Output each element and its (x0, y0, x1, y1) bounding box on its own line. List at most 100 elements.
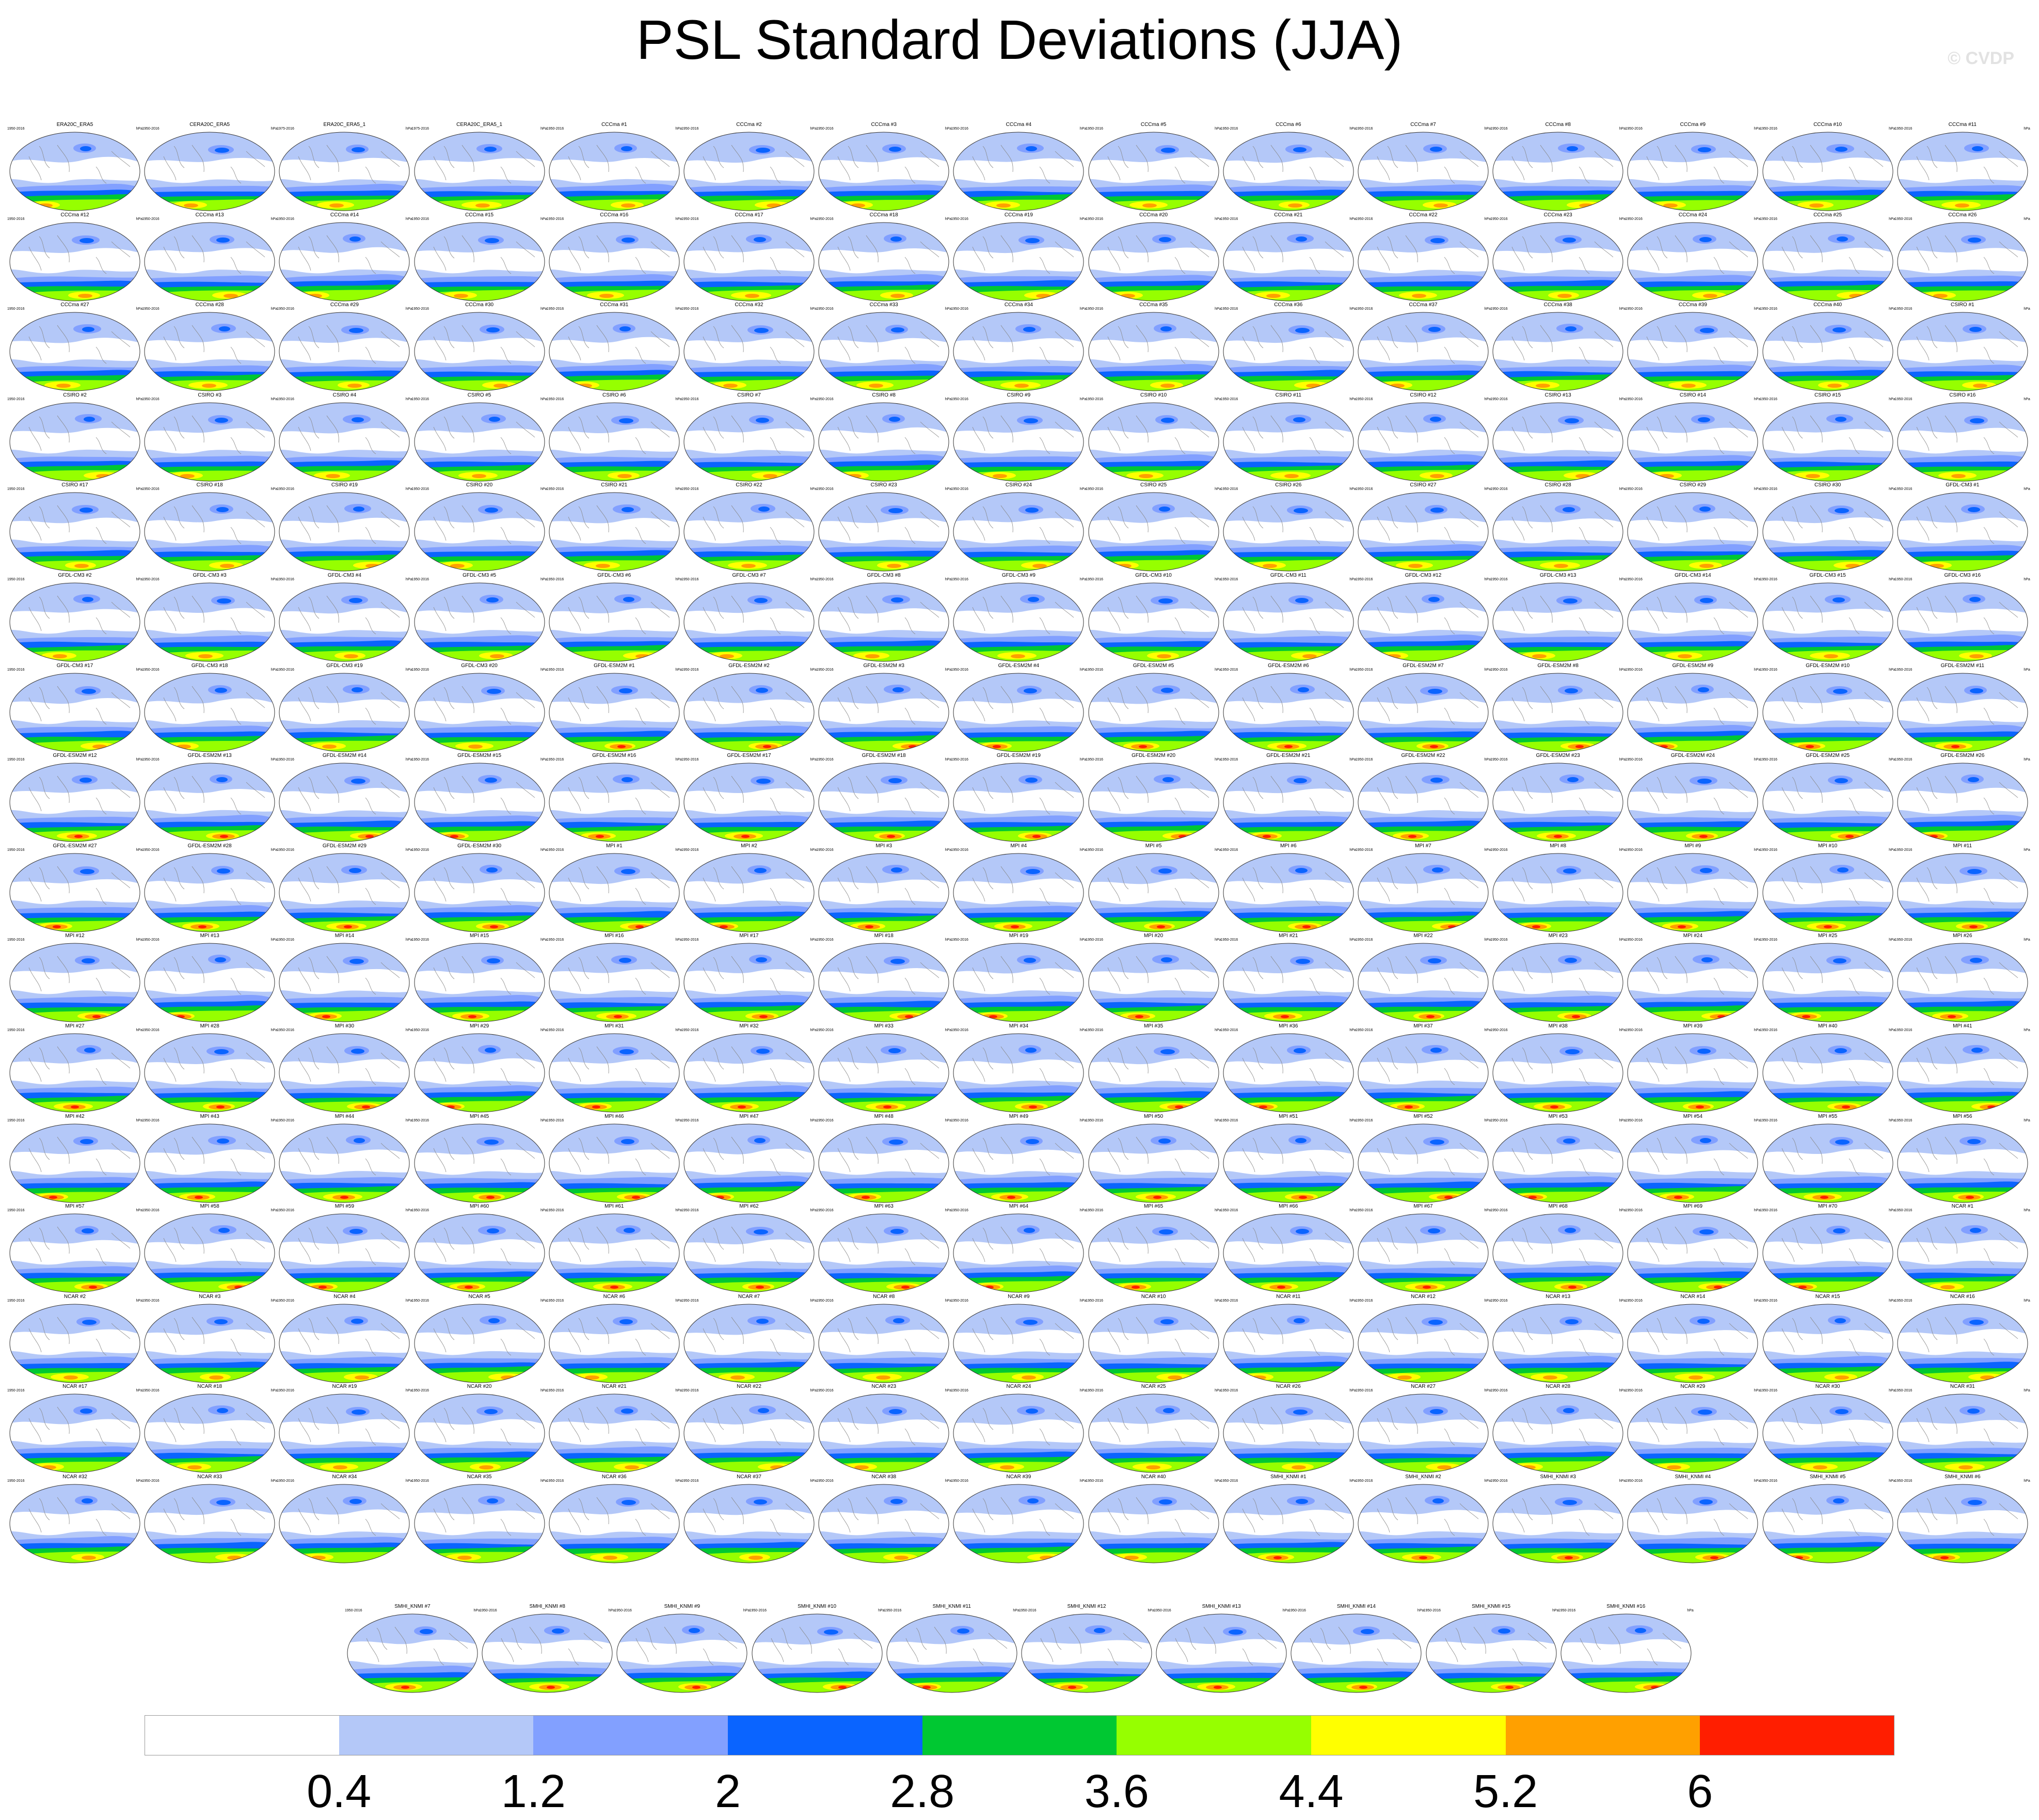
map-plot (1897, 1213, 2028, 1293)
panel-title: SMHI_KNMI #16 (1606, 1604, 1646, 1609)
psl-band-2-2.8-north (1293, 147, 1307, 152)
map-panel: CCCma #39 1950-2016 hPa (1625, 302, 1760, 393)
psl-band-2-2.8-north (486, 688, 501, 694)
psl-band-below-0.4 (1223, 248, 1353, 273)
map-plot (1762, 1394, 1893, 1473)
psl-band-3.6-4.4 (1897, 1552, 2028, 1563)
map-plot (144, 1394, 275, 1473)
panel-units: hPa (1349, 217, 1356, 221)
psl-band-2-2.8-north (1967, 868, 1982, 874)
map-panel: GFDL-ESM2M #22 1950-2016 hPa (1356, 753, 1491, 844)
psl-band-3.6-4.4 (1358, 650, 1488, 661)
panel-years: 1950-2016 (1625, 578, 1643, 581)
psl-band-above-6 (464, 1286, 473, 1289)
map-panel: NCAR #26 1950-2016 hPa (1221, 1384, 1356, 1475)
psl-band-2-2.8-north (351, 779, 366, 784)
map-plot (683, 1484, 815, 1563)
panel-years: 1950-2016 (1490, 217, 1508, 221)
panel-units: hPa (810, 397, 817, 401)
map-panel: GFDL-CM3 #17 1950-2016 hPa (7, 663, 142, 754)
map-panel: NCAR #40 1950-2016 hPa (1086, 1474, 1221, 1565)
psl-band-3.6-4.4 (279, 1281, 410, 1293)
panel-title: MPI #47 (739, 1113, 759, 1119)
map-panel: CCCma #18 1950-2016 hPa (816, 212, 951, 303)
map-plot (953, 1033, 1084, 1113)
panel-years: 1950-2016 (1220, 1118, 1238, 1122)
panel-years: 1950-2016 (277, 1209, 294, 1213)
coastline (28, 415, 70, 451)
map-outline (1627, 673, 1758, 752)
map-plot (279, 853, 410, 932)
psl-band-3.6-4.4 (1426, 1681, 1556, 1692)
psl-band-below-0.4 (145, 608, 275, 634)
map-plot (1897, 1033, 2028, 1113)
map-panel: MPI #24 1950-2016 hPa (1625, 933, 1760, 1024)
panel-years: 1950-2016 (681, 217, 699, 221)
map-panel: NCAR #10 1950-2016 hPa (1086, 1294, 1221, 1385)
psl-band-2-2.8-north (1428, 597, 1440, 602)
map-panel: MPI #45 1950-2016 hPa (412, 1114, 547, 1205)
panel-title: MPI #69 (1683, 1204, 1703, 1210)
psl-band-2-2.8-north (621, 1500, 636, 1505)
psl-band-below-0.4 (414, 609, 545, 634)
map-panel: MPI #57 1950-2016 hPa (7, 1204, 142, 1294)
psl-band-3.6-4.4 (1897, 380, 2028, 391)
psl-band-2-2.8-north (80, 146, 91, 151)
map-plot (1088, 402, 1219, 482)
map-outline (549, 582, 680, 662)
psl-band-above-6 (883, 1105, 892, 1109)
panel-years: 1950-2016 (1356, 1028, 1373, 1032)
map-panel: CCCma #36 1950-2016 hPa (1221, 302, 1356, 393)
psl-band-below-0.4 (1223, 1240, 1353, 1265)
panel-title: CCCma #15 (465, 212, 494, 218)
map-plot (1358, 1213, 1489, 1293)
panel-years: 1950-2016 (1220, 397, 1238, 401)
psl-band-below-0.4 (684, 1059, 814, 1085)
psl-band-above-6 (1419, 1556, 1427, 1559)
psl-band-below-0.4 (1628, 248, 1758, 273)
psl-band-2-2.8-north (754, 867, 767, 873)
psl-band-3.6-4.4 (414, 1101, 545, 1112)
map-plot (1492, 1394, 1623, 1473)
panel-units: hPa (1619, 1389, 1626, 1393)
psl-band-2-2.8-north (1634, 1628, 1646, 1633)
panel-title: CSIRO #22 (736, 482, 762, 488)
panel-units: hPa (2024, 1118, 2030, 1122)
map-plot (1088, 132, 1219, 211)
psl-band-5.2-6 (1940, 1285, 1955, 1290)
coastline (703, 686, 744, 721)
psl-band-2-2.8-north (1969, 418, 1984, 423)
map-outline (144, 402, 275, 482)
panel-units: hPa (136, 938, 142, 942)
panel-years: 1950-2016 (1086, 668, 1104, 672)
panel-years: 1950-2016 (614, 1609, 632, 1612)
panel-units: hPa (675, 487, 682, 492)
psl-band-below-0.4 (145, 789, 275, 814)
psl-band-2-2.8-north (1969, 327, 1982, 333)
psl-band-5.2-6 (450, 564, 465, 568)
coastline (973, 145, 1013, 181)
psl-band-below-0.4 (10, 1059, 140, 1085)
map-plot (144, 763, 275, 842)
psl-band-below-0.4 (1493, 699, 1623, 724)
psl-band-5.2-6 (1933, 293, 1948, 298)
map-plot (1358, 582, 1489, 662)
psl-band-2-2.8-north (754, 328, 769, 334)
psl-band-2-2.8-north (217, 1138, 230, 1144)
panel-units: hPa (810, 1299, 817, 1303)
map-panel: MPI #34 1950-2016 hPa (951, 1023, 1086, 1114)
map-plot (549, 402, 680, 482)
psl-band-2-2.8-north (621, 237, 635, 243)
psl-band-3.6-4.4 (1493, 199, 1623, 211)
map-plot (953, 1123, 1084, 1203)
map-plot (1088, 1033, 1219, 1113)
psl-band-above-6 (595, 835, 604, 838)
panel-title: NCAR #11 (1276, 1293, 1301, 1300)
psl-band-3.6-4.4 (279, 289, 410, 301)
psl-band-above-6 (1575, 745, 1584, 748)
psl-band-3.6-4.4 (1762, 1011, 1893, 1022)
psl-band-2-2.8-north (890, 959, 905, 964)
map-panel: GFDL-ESM2M #24 1950-2016 hPa (1625, 753, 1760, 844)
psl-band-above-6 (198, 925, 207, 928)
panel-years: 1950-2016 (546, 397, 564, 401)
